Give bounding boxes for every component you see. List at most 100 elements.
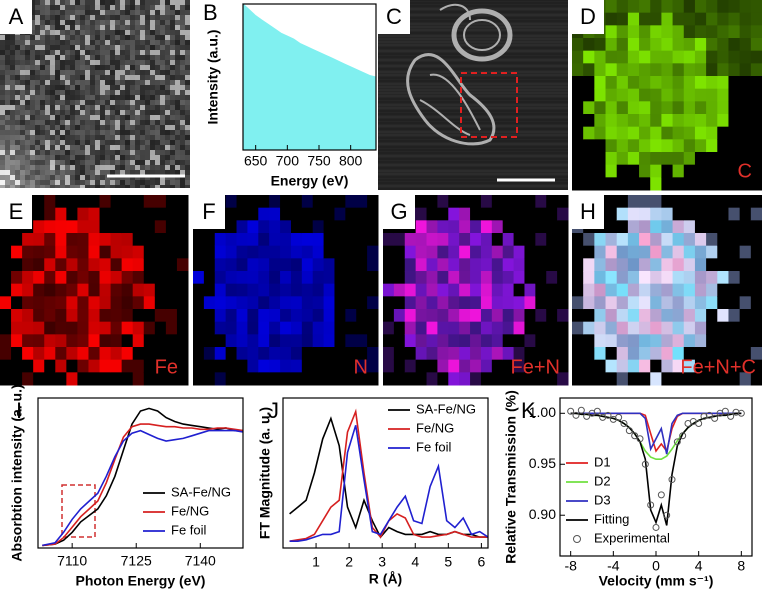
pixel xyxy=(280,258,292,272)
pixel xyxy=(650,233,662,247)
pixel xyxy=(185,50,190,55)
pixel xyxy=(140,45,145,50)
pixel xyxy=(605,372,618,386)
pixel xyxy=(470,334,482,348)
pixel xyxy=(95,20,100,25)
pixel xyxy=(120,125,125,130)
pixel xyxy=(105,110,110,115)
pixel xyxy=(15,60,20,65)
pixel xyxy=(165,130,170,135)
pixel xyxy=(45,80,50,85)
pixel xyxy=(367,334,379,348)
pixel xyxy=(80,155,85,160)
pixel xyxy=(639,63,651,77)
pixel xyxy=(88,245,101,259)
pixel xyxy=(0,175,5,180)
pixel xyxy=(11,245,23,259)
pixel xyxy=(44,372,56,386)
pixel xyxy=(110,0,115,5)
pixel xyxy=(258,258,270,272)
pixel xyxy=(170,90,175,95)
pixel xyxy=(739,372,752,386)
pixel xyxy=(100,5,105,10)
pixel xyxy=(140,125,145,130)
pixel xyxy=(225,359,238,373)
pixel xyxy=(145,40,150,45)
pixel xyxy=(154,372,167,386)
pixel xyxy=(35,50,40,55)
pixel xyxy=(55,75,60,80)
pixel xyxy=(125,110,130,115)
pixel xyxy=(323,334,335,348)
pixel xyxy=(65,65,70,70)
pixel xyxy=(661,271,674,285)
pixel xyxy=(130,185,135,188)
pixel xyxy=(176,271,189,285)
pixel xyxy=(415,309,428,323)
pixel xyxy=(627,177,640,191)
pixel xyxy=(269,245,281,259)
pixel xyxy=(150,110,155,115)
pixel xyxy=(5,150,10,155)
pixel xyxy=(639,258,651,272)
pixel xyxy=(524,334,536,348)
pixel xyxy=(175,75,180,80)
pixel xyxy=(165,233,178,247)
pixel xyxy=(672,195,685,209)
pixel xyxy=(0,80,5,85)
pixel xyxy=(290,372,303,386)
pixel xyxy=(426,347,438,361)
pixel xyxy=(155,30,160,35)
pixel xyxy=(40,185,45,188)
pixel xyxy=(312,220,325,234)
pixel xyxy=(0,140,5,145)
pixel xyxy=(0,283,12,297)
pixel xyxy=(739,114,752,128)
pixel xyxy=(225,372,238,386)
pixel xyxy=(214,359,227,373)
pixel xyxy=(120,140,125,145)
pixel xyxy=(130,125,135,130)
pixel xyxy=(95,140,100,145)
pixel xyxy=(155,170,160,175)
pixel xyxy=(130,45,135,50)
pixel xyxy=(110,30,115,35)
pixel xyxy=(55,372,67,386)
pixel xyxy=(345,283,357,297)
pixel xyxy=(480,347,493,361)
pixel xyxy=(694,296,707,310)
pixel xyxy=(594,50,607,64)
pixel xyxy=(155,80,160,85)
pixel xyxy=(214,309,227,323)
pixel xyxy=(193,309,205,323)
pixel xyxy=(60,65,65,70)
pixel xyxy=(225,321,238,335)
pixel xyxy=(66,245,78,259)
pixel xyxy=(35,115,40,120)
pixel xyxy=(132,372,145,386)
pixel xyxy=(77,309,89,323)
pixel xyxy=(694,245,707,259)
pixel xyxy=(185,75,190,80)
pixel xyxy=(140,35,145,40)
pixel xyxy=(269,220,281,234)
pixel xyxy=(25,35,30,40)
pixel xyxy=(135,30,140,35)
pixel xyxy=(706,114,718,128)
pixel xyxy=(145,180,150,185)
pixel xyxy=(155,185,160,188)
pixel xyxy=(728,207,741,221)
data-point xyxy=(641,460,649,468)
pixel xyxy=(135,155,140,160)
pixel xyxy=(185,165,190,170)
pixel xyxy=(50,40,55,45)
pixel xyxy=(10,180,15,185)
x-tick-label: 1 xyxy=(312,554,320,570)
pixel xyxy=(99,372,112,386)
pixel xyxy=(145,60,150,65)
pixel xyxy=(616,334,629,348)
pixel xyxy=(345,296,357,310)
pixel xyxy=(20,145,25,150)
pixel xyxy=(5,120,10,125)
